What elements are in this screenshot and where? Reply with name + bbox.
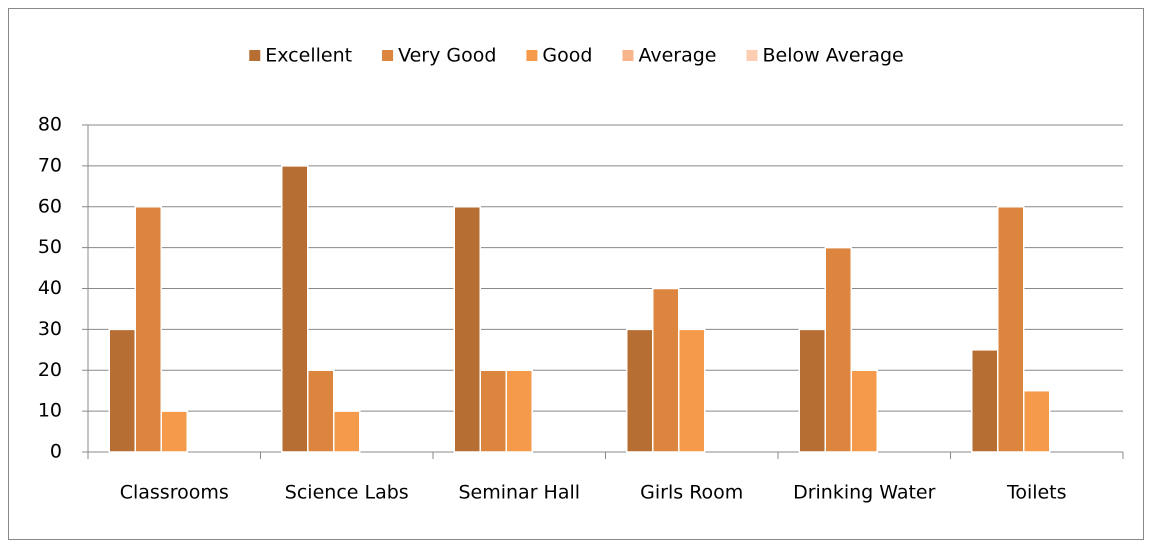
legend-swatch bbox=[382, 50, 394, 61]
bar bbox=[505, 369, 533, 453]
y-tick-label: 10 bbox=[38, 400, 62, 422]
bar bbox=[160, 410, 188, 453]
x-tick-label: Toilets bbox=[1006, 482, 1067, 504]
y-tick-label: 70 bbox=[38, 154, 62, 176]
bar bbox=[824, 246, 852, 453]
bar bbox=[971, 349, 999, 453]
y-tick-label: 80 bbox=[38, 114, 62, 136]
bar bbox=[798, 328, 826, 453]
legend-swatch bbox=[526, 50, 538, 61]
x-tick-label: Seminar Hall bbox=[458, 482, 580, 504]
legend-swatch bbox=[622, 50, 634, 61]
bar bbox=[281, 165, 309, 453]
y-tick-label: 0 bbox=[50, 441, 62, 463]
chart-border bbox=[8, 8, 1144, 540]
bar bbox=[134, 206, 162, 453]
legend-label: Below Average bbox=[762, 45, 903, 67]
bar bbox=[479, 369, 507, 453]
y-tick-label: 50 bbox=[38, 236, 62, 258]
bar bbox=[108, 328, 136, 453]
bar bbox=[626, 328, 654, 453]
bar bbox=[1023, 389, 1051, 453]
x-tick-label: Science Labs bbox=[285, 482, 409, 504]
legend-label: Excellent bbox=[265, 45, 352, 67]
bar bbox=[333, 410, 361, 453]
bar bbox=[678, 328, 706, 453]
x-tick-label: Drinking Water bbox=[793, 482, 936, 504]
y-tick-label: 30 bbox=[38, 318, 62, 340]
y-tick-label: 20 bbox=[38, 359, 62, 381]
legend-label: Average bbox=[638, 45, 716, 67]
legend-label: Good bbox=[542, 45, 592, 67]
bar bbox=[453, 206, 481, 453]
legend-swatch bbox=[746, 50, 758, 61]
legend-swatch bbox=[249, 50, 261, 61]
bar bbox=[652, 287, 680, 453]
x-tick-label: Girls Room bbox=[640, 482, 743, 504]
bar bbox=[997, 206, 1025, 453]
bar bbox=[850, 369, 878, 453]
y-tick-label: 40 bbox=[38, 277, 62, 299]
y-tick-label: 60 bbox=[38, 195, 62, 217]
x-tick-label: Classrooms bbox=[120, 482, 229, 504]
bar bbox=[307, 369, 335, 453]
legend-label: Very Good bbox=[398, 45, 496, 67]
